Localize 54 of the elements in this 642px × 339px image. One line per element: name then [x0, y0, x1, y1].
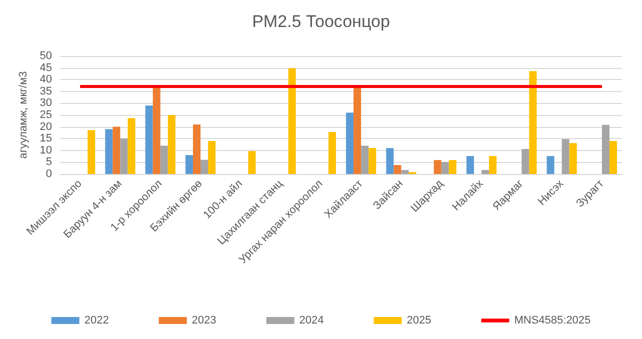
bar — [168, 115, 176, 174]
y-tick-label: 10 — [40, 144, 52, 156]
bar — [482, 170, 490, 174]
bar — [386, 148, 394, 174]
bar — [145, 106, 153, 174]
y-tick-label: 35 — [40, 85, 52, 98]
bar — [489, 156, 497, 174]
bar — [88, 130, 96, 174]
chart-title: PM2.5 Тоосонцор — [252, 12, 390, 31]
bar — [394, 165, 402, 174]
bar — [346, 112, 354, 174]
bar — [546, 156, 554, 174]
y-tick-label: 50 — [40, 50, 52, 62]
bar — [185, 155, 193, 174]
bar — [569, 143, 577, 174]
y-axis-title: агууламж, мкг/м3 — [17, 71, 30, 159]
y-tick-label: 40 — [40, 74, 52, 86]
legend-label: 2024 — [299, 314, 324, 326]
bar — [466, 156, 474, 174]
y-tick-label: 45 — [40, 62, 52, 74]
bar — [288, 68, 296, 174]
bar — [248, 151, 256, 174]
y-tick-label: 15 — [40, 132, 52, 145]
bar — [562, 139, 570, 174]
legend-label: 2022 — [84, 314, 109, 326]
bar — [609, 140, 617, 174]
bar — [529, 71, 537, 174]
bar — [112, 126, 120, 174]
bar — [354, 86, 362, 174]
bar — [192, 124, 200, 174]
bar — [602, 124, 610, 174]
bar — [522, 148, 530, 174]
y-tick-label: 20 — [40, 120, 52, 133]
y-tick-label: 0 — [46, 168, 52, 180]
bar — [128, 118, 136, 174]
bar — [152, 86, 160, 174]
bar — [200, 160, 208, 174]
bar — [160, 146, 168, 174]
bar — [120, 138, 128, 174]
bar — [105, 129, 113, 174]
bar — [448, 160, 456, 174]
bar — [361, 146, 369, 174]
y-tick-label: 30 — [40, 97, 52, 110]
bar — [208, 140, 216, 174]
legend-label: MNS4585:2025 — [514, 314, 591, 326]
y-tick-label: 25 — [40, 109, 52, 121]
y-tick-label: 5 — [46, 156, 52, 168]
legend-label: 2025 — [406, 314, 432, 326]
legend-label: 2023 — [192, 314, 216, 326]
bar — [401, 170, 409, 174]
bar — [328, 132, 336, 174]
bar — [368, 148, 376, 174]
bar — [441, 162, 449, 174]
bar — [434, 160, 442, 174]
